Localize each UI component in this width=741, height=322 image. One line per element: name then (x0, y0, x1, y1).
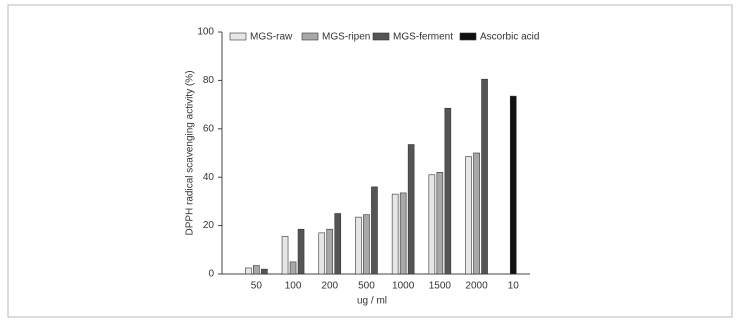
y-tick-label: 60 (203, 123, 215, 134)
bar (261, 268, 268, 275)
bar (245, 267, 252, 275)
legend-label: Ascorbic acid (480, 32, 539, 43)
x-tick-label: 500 (358, 281, 375, 292)
bar (391, 193, 399, 275)
bar (253, 265, 260, 275)
frame (7, 4, 733, 318)
bar (297, 228, 305, 275)
bar (289, 261, 297, 275)
x-tick-label: 1500 (429, 281, 452, 292)
legend-swatch (372, 32, 390, 41)
x-axis-label: ug / ml (357, 296, 387, 307)
bar (481, 78, 488, 275)
bar (334, 213, 342, 275)
legend-swatch (301, 32, 319, 41)
bar (355, 216, 362, 275)
x-tick-label: 50 (251, 281, 263, 292)
x-tick-label: 100 (285, 281, 302, 292)
bar (399, 192, 407, 275)
x-tick-label: 1000 (392, 281, 415, 292)
legend-swatch (459, 32, 477, 41)
bar (436, 172, 444, 275)
bar (428, 174, 436, 275)
legend-label: MGS-ripen (322, 32, 370, 43)
y-tick-label: 0 (208, 269, 214, 280)
x-tick-label: 2000 (465, 281, 488, 292)
bar (326, 228, 334, 275)
y-tick-label: 80 (203, 75, 215, 86)
bar (444, 107, 452, 275)
bar (465, 156, 472, 275)
legend-label: MGS-raw (250, 32, 293, 43)
x-tick-label: 200 (321, 281, 338, 292)
x-tick-label: 10 (508, 281, 520, 292)
bar (509, 95, 517, 275)
bar (407, 144, 415, 275)
y-axis-label: DPPH radical scavenging activity (%) (185, 70, 196, 235)
bar (363, 214, 370, 275)
bar (318, 232, 326, 275)
legend-label: MGS-ferment (393, 32, 453, 43)
y-tick-label: 100 (197, 27, 214, 38)
legend-swatch (229, 32, 247, 41)
bar (371, 186, 378, 275)
bar (281, 236, 289, 275)
y-tick-label: 20 (203, 220, 215, 231)
y-tick-label: 40 (203, 172, 215, 183)
bar (473, 152, 480, 275)
